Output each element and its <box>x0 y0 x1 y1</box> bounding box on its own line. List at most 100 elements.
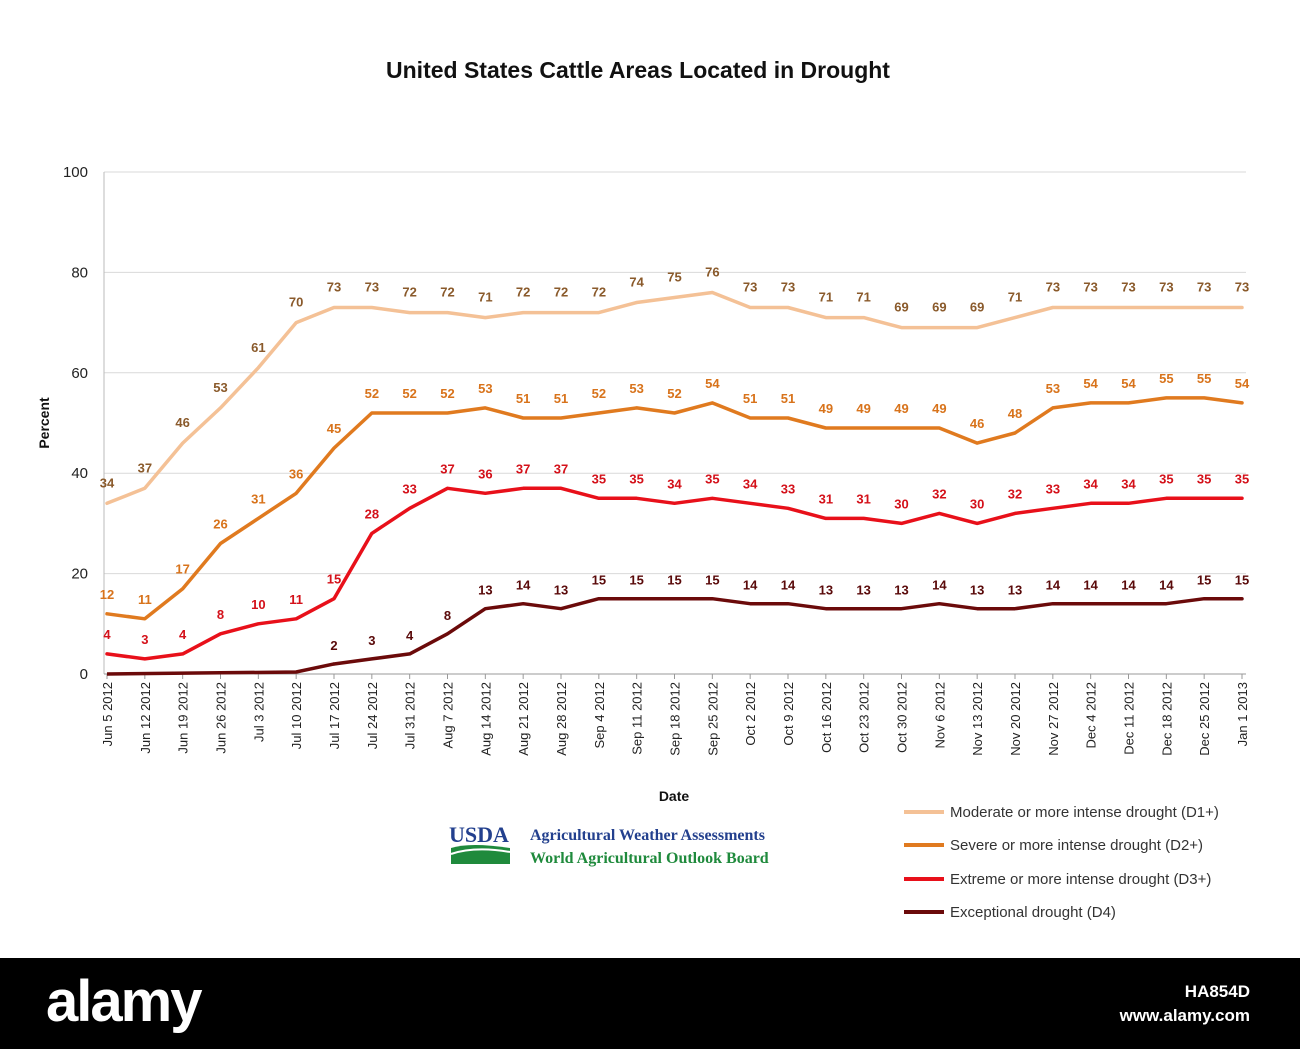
x-tick-label: Jun 19 2012 <box>176 682 191 754</box>
legend-label: Moderate or more intense drought (D1+) <box>950 804 1219 821</box>
data-label: 51 <box>743 391 757 406</box>
data-label: 11 <box>138 592 152 607</box>
data-label: 71 <box>478 290 492 305</box>
usda-logo: USDA Agricultural Weather Assessments Wo… <box>449 822 769 867</box>
data-label: 14 <box>516 578 531 593</box>
data-label: 15 <box>1197 573 1211 588</box>
y-tick-label: 60 <box>71 365 88 382</box>
data-label: 34 <box>743 476 758 491</box>
data-label: 37 <box>138 460 152 475</box>
data-label: 14 <box>1121 578 1136 593</box>
x-tick-label: Jul 24 2012 <box>365 682 380 749</box>
usda-line-2: World Agricultural Outlook Board <box>530 850 769 867</box>
data-label: 73 <box>1197 280 1211 295</box>
data-label: 73 <box>1235 280 1249 295</box>
drought-line-chart: United States Cattle Areas Located in Dr… <box>36 57 1250 921</box>
x-tick-label: Jun 5 2012 <box>100 682 115 746</box>
data-label: 51 <box>554 391 568 406</box>
data-label: 35 <box>1235 471 1249 486</box>
data-label: 2 <box>330 638 337 653</box>
x-tick-label: Aug 28 2012 <box>554 682 569 756</box>
data-label: 75 <box>667 270 681 285</box>
data-label: 34 <box>1121 476 1136 491</box>
gridlines <box>104 171 1246 575</box>
data-label: 54 <box>1121 376 1136 391</box>
x-tick-label: Sep 18 2012 <box>668 682 683 756</box>
data-label: 33 <box>402 481 416 496</box>
x-tick-label: Oct 2 2012 <box>743 682 758 746</box>
usda-wordmark: USDA <box>449 822 509 847</box>
x-tick-label: Jan 1 2013 <box>1235 682 1250 746</box>
data-label: 30 <box>970 496 984 511</box>
x-tick-label: Sep 11 2012 <box>630 682 645 755</box>
data-label: 13 <box>894 583 908 598</box>
usda-hills-icon <box>451 845 510 864</box>
data-label: 35 <box>1197 471 1211 486</box>
data-label: 8 <box>444 608 451 623</box>
data-label: 52 <box>667 386 681 401</box>
x-tick-label: Jul 31 2012 <box>403 682 418 749</box>
data-label: 54 <box>705 376 720 391</box>
data-label: 72 <box>554 285 568 300</box>
data-label: 33 <box>781 481 795 496</box>
usda-line-1: Agricultural Weather Assessments <box>530 827 765 844</box>
data-label: 4 <box>406 628 414 643</box>
x-tick-label: Oct 16 2012 <box>819 682 834 753</box>
x-tick-label: Oct 30 2012 <box>895 682 910 753</box>
data-label: 69 <box>894 300 908 315</box>
y-tick-label: 100 <box>63 164 88 181</box>
data-label: 14 <box>1159 578 1174 593</box>
data-label: 13 <box>856 583 870 598</box>
x-tick-label: Dec 4 2012 <box>1084 682 1099 749</box>
x-tick-label: Jun 26 2012 <box>214 682 229 754</box>
data-label: 13 <box>970 583 984 598</box>
data-label: 36 <box>289 466 303 481</box>
data-label: 31 <box>856 491 870 506</box>
data-label: 3 <box>368 633 375 648</box>
data-label: 73 <box>1046 280 1060 295</box>
data-label: 73 <box>1159 280 1173 295</box>
data-label: 28 <box>365 506 379 521</box>
x-tick-label: Jul 10 2012 <box>289 682 304 749</box>
data-label: 54 <box>1083 376 1098 391</box>
data-label: 10 <box>251 597 265 612</box>
data-label: 73 <box>1083 280 1097 295</box>
data-label: 14 <box>743 578 758 593</box>
x-tick-label: Oct 9 2012 <box>781 682 796 746</box>
x-tick-label: Nov 6 2012 <box>932 682 947 749</box>
data-label: 35 <box>629 471 643 486</box>
x-tick-label: Nov 27 2012 <box>1046 682 1061 756</box>
x-axis-label: Date <box>659 788 690 804</box>
data-label: 49 <box>819 401 833 416</box>
data-label: 26 <box>213 516 227 531</box>
data-label: 35 <box>592 471 606 486</box>
data-label: 71 <box>1008 290 1022 305</box>
data-label: 52 <box>592 386 606 401</box>
data-label: 53 <box>629 381 643 396</box>
y-tick-label: 40 <box>71 465 88 482</box>
data-label: 15 <box>629 573 643 588</box>
x-tick-label: Aug 21 2012 <box>516 682 531 756</box>
series-line-4-baseline <box>106 662 335 676</box>
series-line-4 <box>332 596 1244 666</box>
x-tick-label: Aug 14 2012 <box>478 682 493 756</box>
data-label: 72 <box>516 285 530 300</box>
data-label: 61 <box>251 340 265 355</box>
data-label: 8 <box>217 607 224 622</box>
y-tick-label: 20 <box>71 566 88 583</box>
data-label: 14 <box>932 578 947 593</box>
x-tick-label: Dec 11 2012 <box>1122 682 1137 755</box>
data-label: 48 <box>1008 406 1022 421</box>
data-label: 49 <box>932 401 946 416</box>
data-label: 37 <box>554 461 568 476</box>
data-label: 13 <box>478 583 492 598</box>
data-label: 31 <box>819 491 833 506</box>
x-tick-label: Dec 25 2012 <box>1197 682 1212 756</box>
data-label: 73 <box>781 280 795 295</box>
data-label: 13 <box>554 583 568 598</box>
data-label: 71 <box>819 290 833 305</box>
data-label: 4 <box>103 627 111 642</box>
data-label: 73 <box>327 280 341 295</box>
data-label: 12 <box>100 587 114 602</box>
